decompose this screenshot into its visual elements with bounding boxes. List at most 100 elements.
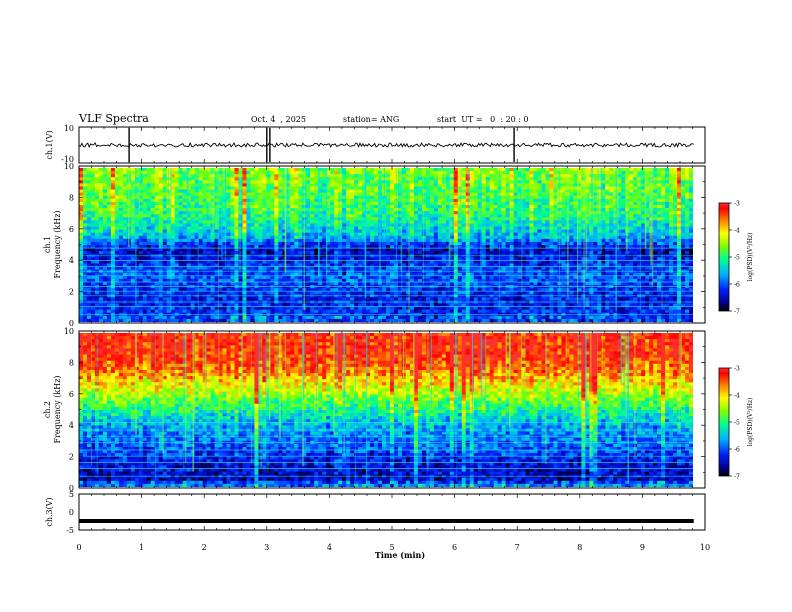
spectrogram-cell: [653, 211, 658, 215]
spectrogram-cell: [485, 180, 491, 184]
spectrogram-cell: [673, 174, 678, 178]
spectrogram-cell: [202, 192, 207, 197]
spectrogram-cell: [102, 266, 108, 271]
spectrogram-cell: [182, 263, 188, 267]
spectrogram-cell: [254, 198, 259, 203]
spectrogram-cell: [665, 220, 670, 224]
spectrogram-cell: [497, 192, 503, 197]
spectrogram-cell: [370, 251, 375, 255]
spectrogram-cell: [457, 168, 463, 172]
spectrogram-cell: [561, 180, 566, 184]
spectrogram-cell: [605, 192, 610, 197]
spectrogram-cell: [146, 168, 152, 172]
spectrogram-cell: [362, 208, 367, 212]
spectrogram-cell: [417, 171, 423, 175]
spectrogram-cell: [645, 201, 650, 206]
spectrogram-cell: [641, 192, 646, 197]
spectrogram-cell: [338, 229, 343, 234]
spectrogram-cell: [94, 226, 100, 230]
spectrogram-cell: [82, 251, 88, 255]
spectrogram-cell: [601, 186, 606, 190]
spectrogram-cell: [629, 180, 634, 184]
spectrogram-cell: [210, 248, 215, 252]
spectrogram-cell: [497, 223, 503, 227]
spectrogram-cell: [114, 257, 120, 261]
spectrogram-cell: [366, 208, 371, 212]
spectrogram-cell: [497, 238, 503, 243]
spectrogram-cell: [154, 183, 160, 187]
spectrogram-cell: [206, 204, 211, 209]
spectrogram-cell: [501, 232, 507, 237]
spectrogram-cell: [158, 189, 164, 194]
spectrogram-cell: [79, 220, 84, 224]
spectrogram-cell: [397, 177, 403, 181]
spectrogram-cell: [194, 226, 200, 230]
spectrogram-cell: [453, 220, 459, 224]
spectrogram-cell: [266, 183, 271, 187]
spectrogram-cell: [246, 192, 251, 197]
spectrogram-cell: [641, 238, 646, 243]
spectrogram-cell: [541, 208, 546, 212]
spectrogram-cell: [270, 204, 275, 209]
spectrogram-cell: [86, 217, 92, 221]
spectrogram-cell: [166, 183, 172, 187]
spectrogram-cell: [409, 186, 415, 190]
spectrogram-cell: [661, 226, 666, 230]
spectrogram-cell: [585, 235, 590, 240]
spectrogram-cell: [346, 201, 351, 206]
spectrogram-cell: [170, 263, 176, 267]
spectrogram-cell: [366, 214, 371, 218]
spectrogram-cell: [218, 238, 223, 243]
spectrogram-cell: [330, 235, 335, 240]
spectrogram-cell: [302, 229, 307, 234]
spectrogram-cell: [190, 238, 196, 243]
spectrogram-cell: [689, 186, 693, 190]
spectrogram-cell: [310, 232, 315, 237]
spectrogram-cell: [246, 232, 251, 237]
spectrogram-cell: [250, 183, 255, 187]
spectrogram-cell: [234, 214, 239, 218]
spectrogram-cell: [306, 238, 311, 243]
spectrogram-cell: [114, 217, 120, 221]
spectrogram-cell: [501, 238, 507, 243]
spectrogram-cell: [302, 266, 307, 271]
spectrogram-cell: [226, 186, 231, 190]
spectrogram-cell: [529, 220, 534, 224]
spectrogram-cell: [314, 186, 319, 190]
spectrogram-cell: [242, 192, 247, 197]
spectrogram-cell: [393, 223, 399, 227]
spectrogram-cell: [409, 217, 415, 221]
spectrogram-cell: [306, 214, 311, 218]
spectrogram-cell: [585, 195, 590, 200]
spectrogram-cell: [453, 232, 459, 237]
spectrogram-cell: [605, 204, 610, 209]
spectrogram-cell: [665, 171, 670, 175]
spectrogram-cell: [79, 251, 84, 255]
spectrogram-cell: [138, 180, 144, 184]
spectrogram-cell: [294, 257, 299, 261]
spectrogram-cell: [258, 177, 263, 181]
spectrogram-cell: [278, 220, 283, 224]
spectrogram-cell: [270, 248, 275, 252]
spectrogram-cell: [505, 245, 510, 249]
spectrogram-cell: [94, 192, 100, 197]
spectrogram-cell: [517, 192, 522, 197]
spectrogram-cell: [318, 245, 323, 249]
spectrogram-cell: [637, 195, 642, 200]
spectrogram-cell: [150, 232, 156, 237]
spectrogram-cell: [621, 241, 626, 246]
spectrogram-cell: [573, 238, 578, 243]
spectrogram-cell: [681, 201, 686, 206]
spectrogram-cell: [673, 214, 678, 218]
spectrogram-cell: [374, 177, 379, 181]
spectrogram-cell: [605, 201, 610, 206]
spectrogram-cell: [158, 217, 164, 221]
spectrogram-cell: [549, 183, 554, 187]
spectrogram-cell: [238, 211, 243, 215]
spectrogram-cell: [330, 232, 335, 237]
spectrogram-cell: [346, 186, 351, 190]
spectrogram-cell: [186, 266, 192, 271]
spectrogram-cell: [226, 174, 231, 178]
spectrogram-cell: [242, 189, 247, 194]
spectrogram-cell: [322, 183, 327, 187]
